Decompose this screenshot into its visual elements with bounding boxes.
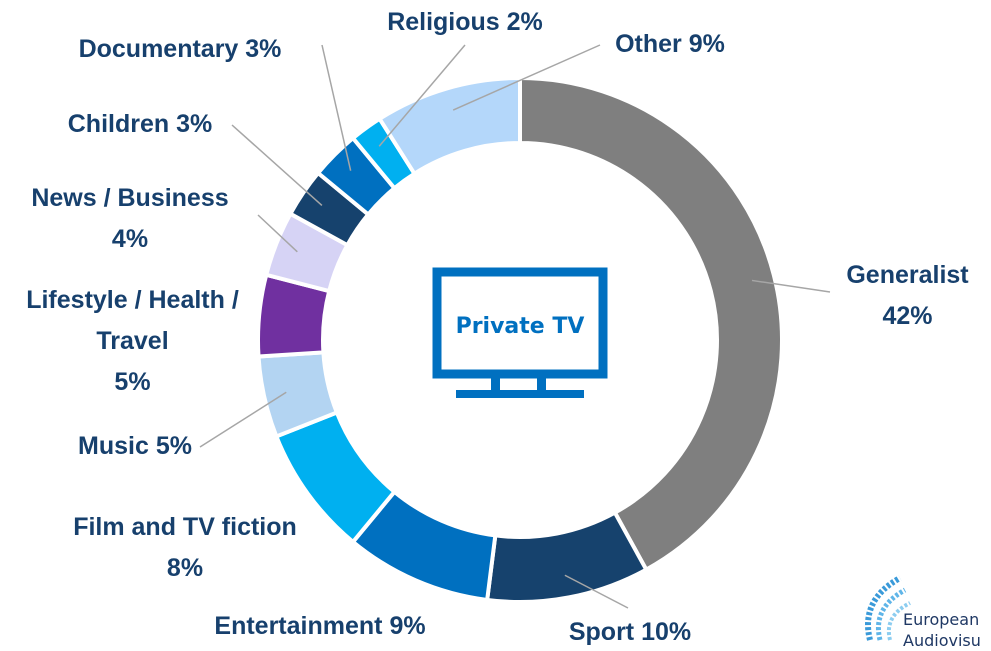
donut-segment <box>484 509 649 604</box>
value-label: 3% <box>245 35 282 63</box>
leader-line <box>564 574 629 609</box>
tv-screen <box>432 267 608 379</box>
value-label: 8% <box>166 554 204 582</box>
value-label: 9% <box>389 612 426 640</box>
spacer <box>500 8 507 36</box>
slice-label: News / Business 4% <box>10 178 250 260</box>
leader-line <box>378 44 466 147</box>
slice-label: Religious 2% <box>365 2 565 43</box>
logo-mark <box>865 575 902 641</box>
slice-label: Sport 10% <box>545 612 715 651</box>
logo-mark <box>875 587 907 641</box>
tv-leg <box>537 378 546 392</box>
center-label: Private TV <box>456 314 585 339</box>
leaders <box>199 44 831 609</box>
leader-line <box>199 391 287 448</box>
logo-text: European <box>903 610 979 629</box>
logo: European Audiovisu <box>865 575 981 650</box>
value-label: 42% <box>882 302 933 330</box>
spacer <box>149 432 156 460</box>
category-name: News / Business <box>31 184 229 212</box>
tv-icon: Private TV <box>432 267 608 398</box>
category-name: Religious <box>387 8 500 36</box>
category-name: Film and TV fiction <box>73 513 297 541</box>
slice-label: Other 9% <box>595 24 745 65</box>
category-name: Other <box>615 30 682 58</box>
category-name: Music <box>78 432 149 460</box>
tv-leg <box>491 378 500 392</box>
slice-label: Generalist 42% <box>830 255 985 337</box>
slice-label: Children 3% <box>45 104 235 145</box>
value-label: 4% <box>111 225 149 253</box>
category-name: Lifestyle / Health / Travel <box>26 286 239 355</box>
category-name: Generalist <box>846 261 969 289</box>
value-label: 3% <box>176 110 213 138</box>
leader-line <box>452 44 601 111</box>
slice-label: Lifestyle / Health / Travel 5% <box>20 280 245 403</box>
donut-segment <box>518 75 784 573</box>
value-label: 5% <box>114 368 151 396</box>
slice-label: Music 5% <box>50 426 220 467</box>
tv-stand <box>456 390 584 398</box>
value-label: 5% <box>155 432 192 460</box>
category-name: Sport <box>568 618 635 646</box>
value-label: 10% <box>641 618 692 646</box>
donut <box>256 75 784 604</box>
slice-label: Film and TV fiction 8% <box>40 507 330 589</box>
leader-line <box>231 124 323 206</box>
spacer <box>682 30 689 58</box>
slice-label: Entertainment 9% <box>180 606 460 647</box>
leader-line <box>751 279 831 293</box>
value-label: 2% <box>506 8 543 36</box>
logo-text: Audiovisu <box>903 631 981 650</box>
leader-line <box>321 44 352 171</box>
category-name: Children <box>67 110 170 138</box>
logo-mark <box>887 601 911 641</box>
category-name: Entertainment <box>214 612 383 640</box>
leader-line <box>257 214 298 253</box>
value-label: 9% <box>688 30 725 58</box>
slice-label: Documentary 3% <box>50 29 310 70</box>
category-name: Documentary <box>78 35 239 63</box>
